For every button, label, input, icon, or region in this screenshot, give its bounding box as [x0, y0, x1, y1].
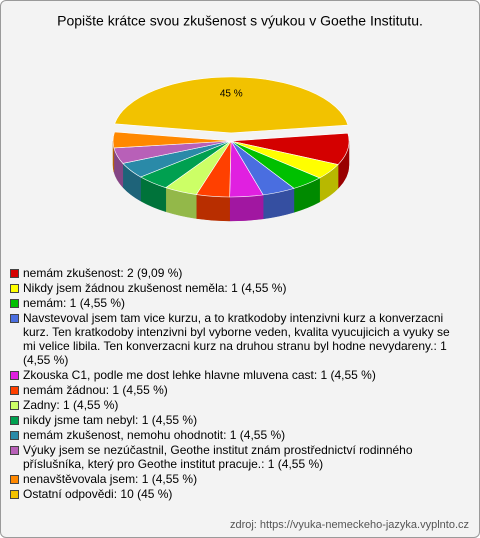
chart-title: Popište krátce svou zkušenost s výukou v…	[57, 13, 423, 29]
legend-label: Ostatní odpovědi: 10 (45 %)	[23, 487, 173, 501]
pie-slice	[114, 76, 349, 134]
legend-label: Nikdy jsem žádnou zkušenost neměla: 1 (4…	[23, 281, 287, 295]
legend-item: nemám: 1 (4,55 %)	[10, 296, 465, 310]
legend: nemám zkušenost: 2 (9,09 %) Nikdy jsem žá…	[10, 266, 465, 502]
legend-swatch	[10, 299, 19, 308]
slice-side	[229, 194, 264, 222]
legend-item: Nikdy jsem žádnou zkušenost neměla: 1 (4…	[10, 281, 465, 295]
legend-label: Navstevoval jsem tam vice kurzu, a to kr…	[23, 311, 450, 367]
source-note: zdroj: https://vyuka-nemeckeho-jazyka.vy…	[229, 519, 469, 531]
legend-swatch	[10, 269, 19, 278]
legend-item: Navstevoval jsem tam vice kurzu, a to kr…	[10, 311, 465, 367]
legend-swatch	[10, 475, 19, 484]
legend-label: nenavštěvovala jsem: 1 (4,55 %)	[23, 472, 198, 486]
legend-item: nemám zkušenost: 2 (9,09 %)	[10, 266, 465, 280]
legend-swatch	[10, 371, 19, 380]
legend-swatch	[10, 386, 19, 395]
legend-label: Výuky jsem se nezúčastnil, Geothe instit…	[23, 443, 413, 471]
chart: Popište krátce svou zkušenost s výukou v…	[57, 13, 423, 222]
legend-item: nenavštěvovala jsem: 1 (4,55 %)	[10, 472, 465, 486]
legend-label: nemám: 1 (4,55 %)	[23, 296, 126, 310]
legend-item: nemám žádnou: 1 (4,55 %)	[10, 383, 465, 397]
legend-swatch	[10, 446, 19, 455]
legend-swatch	[10, 490, 19, 499]
legend-swatch	[10, 401, 19, 410]
data-label: 45 %	[220, 88, 243, 99]
legend-item: Ostatní odpovědi: 10 (45 %)	[10, 487, 465, 501]
slice-side	[196, 194, 230, 222]
legend-label: Zadny: 1 (4,55 %)	[23, 398, 119, 412]
legend-label: nemám zkušenost, nemohu ohodnotit: 1 (4,…	[23, 428, 286, 442]
legend-item: Zkouska C1, podle me dost lehke hlavne m…	[10, 368, 465, 382]
legend-swatch	[10, 284, 19, 293]
legend-item: nikdy jsme tam nebyl: 1 (4,55 %)	[10, 413, 465, 427]
legend-label: nikdy jsme tam nebyl: 1 (4,55 %)	[23, 413, 198, 427]
pie-sides	[112, 140, 350, 222]
legend-item: Výuky jsem se nezúčastnil, Geothe instit…	[10, 443, 465, 471]
legend-item: Zadny: 1 (4,55 %)	[10, 398, 465, 412]
legend-swatch	[10, 416, 19, 425]
legend-label: nemám zkušenost: 2 (9,09 %)	[23, 266, 183, 280]
legend-swatch	[10, 431, 19, 440]
legend-label: Zkouska C1, podle me dost lehke hlavne m…	[23, 368, 376, 382]
legend-swatch	[10, 314, 19, 323]
legend-label: nemám žádnou: 1 (4,55 %)	[23, 383, 168, 397]
pie-slice	[112, 131, 232, 149]
legend-item: nemám zkušenost, nemohu ohodnotit: 1 (4,…	[10, 428, 465, 442]
